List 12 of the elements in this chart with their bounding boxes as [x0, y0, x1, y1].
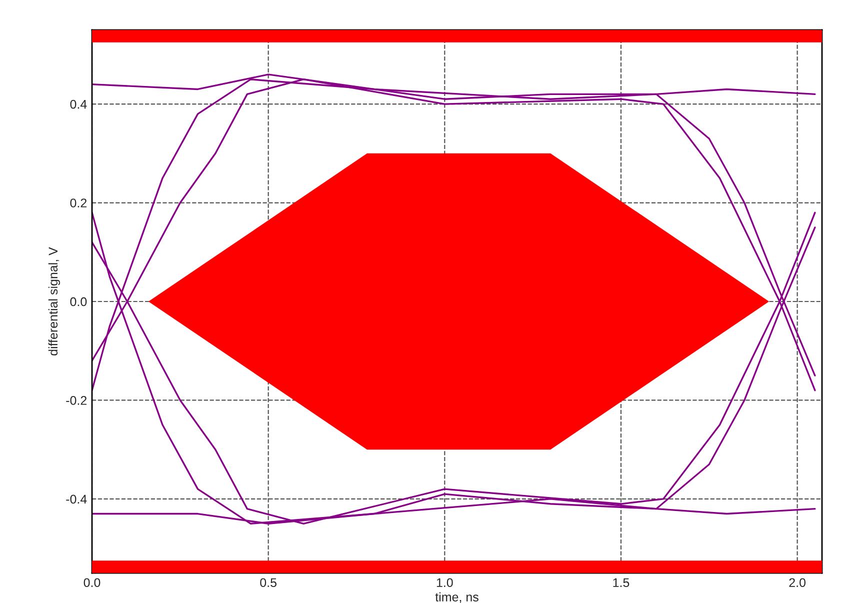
x-tick-label: 1.5 — [613, 578, 630, 588]
x-tick-label: 2.0 — [789, 578, 806, 588]
y-tick-label: 0.2 — [70, 198, 87, 208]
y-tick-label: -0.4 — [66, 494, 87, 504]
y-tick-label: 0.0 — [70, 297, 87, 306]
x-tick-label: 0.0 — [84, 578, 100, 588]
y-tick-label: 0.4 — [70, 100, 87, 109]
y-tick-label: -0.2 — [66, 396, 87, 405]
y-axis-title: differential signal, V — [48, 247, 60, 356]
x-tick-label: 1.0 — [436, 578, 453, 588]
x-tick-label: 0.5 — [260, 578, 276, 588]
x-axis-title: time, ns — [435, 592, 478, 603]
